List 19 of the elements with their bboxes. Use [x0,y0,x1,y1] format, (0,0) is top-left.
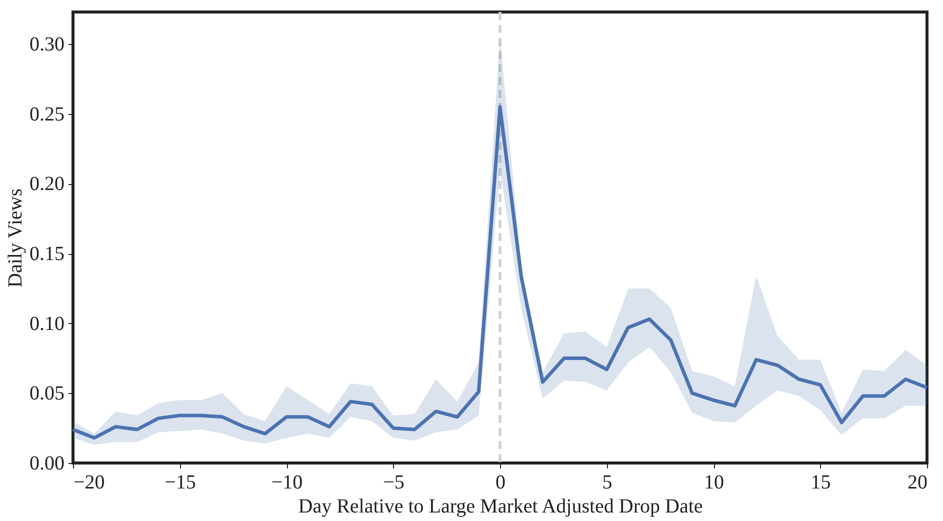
x-tick-label: −15 [164,472,196,494]
y-tick-label: 0.30 [30,34,64,56]
x-tick-label: 20 [908,472,928,494]
y-axis-title: Daily Views [4,188,26,288]
y-tick-label: 0.20 [30,173,64,196]
y-tick-label: 0.00 [30,452,64,474]
y-tick-label: 0.05 [30,382,64,405]
y-tick-label: 0.15 [30,243,64,266]
x-tick-label: 10 [704,472,724,494]
line-series [71,105,929,440]
y-tick-label: 0.10 [30,312,64,335]
x-tick-label: 5 [602,472,612,494]
x-axis-title: Day Relative to Large Market Adjusted Drop Date [298,496,703,518]
x-tick-label: −20 [74,472,105,494]
x-tick-label: −5 [383,472,404,494]
x-tick-label: −10 [271,472,303,494]
y-tick-label: 0.25 [30,103,64,126]
x-tick-label: 0 [496,472,506,494]
x-tick-label: 15 [810,472,831,494]
